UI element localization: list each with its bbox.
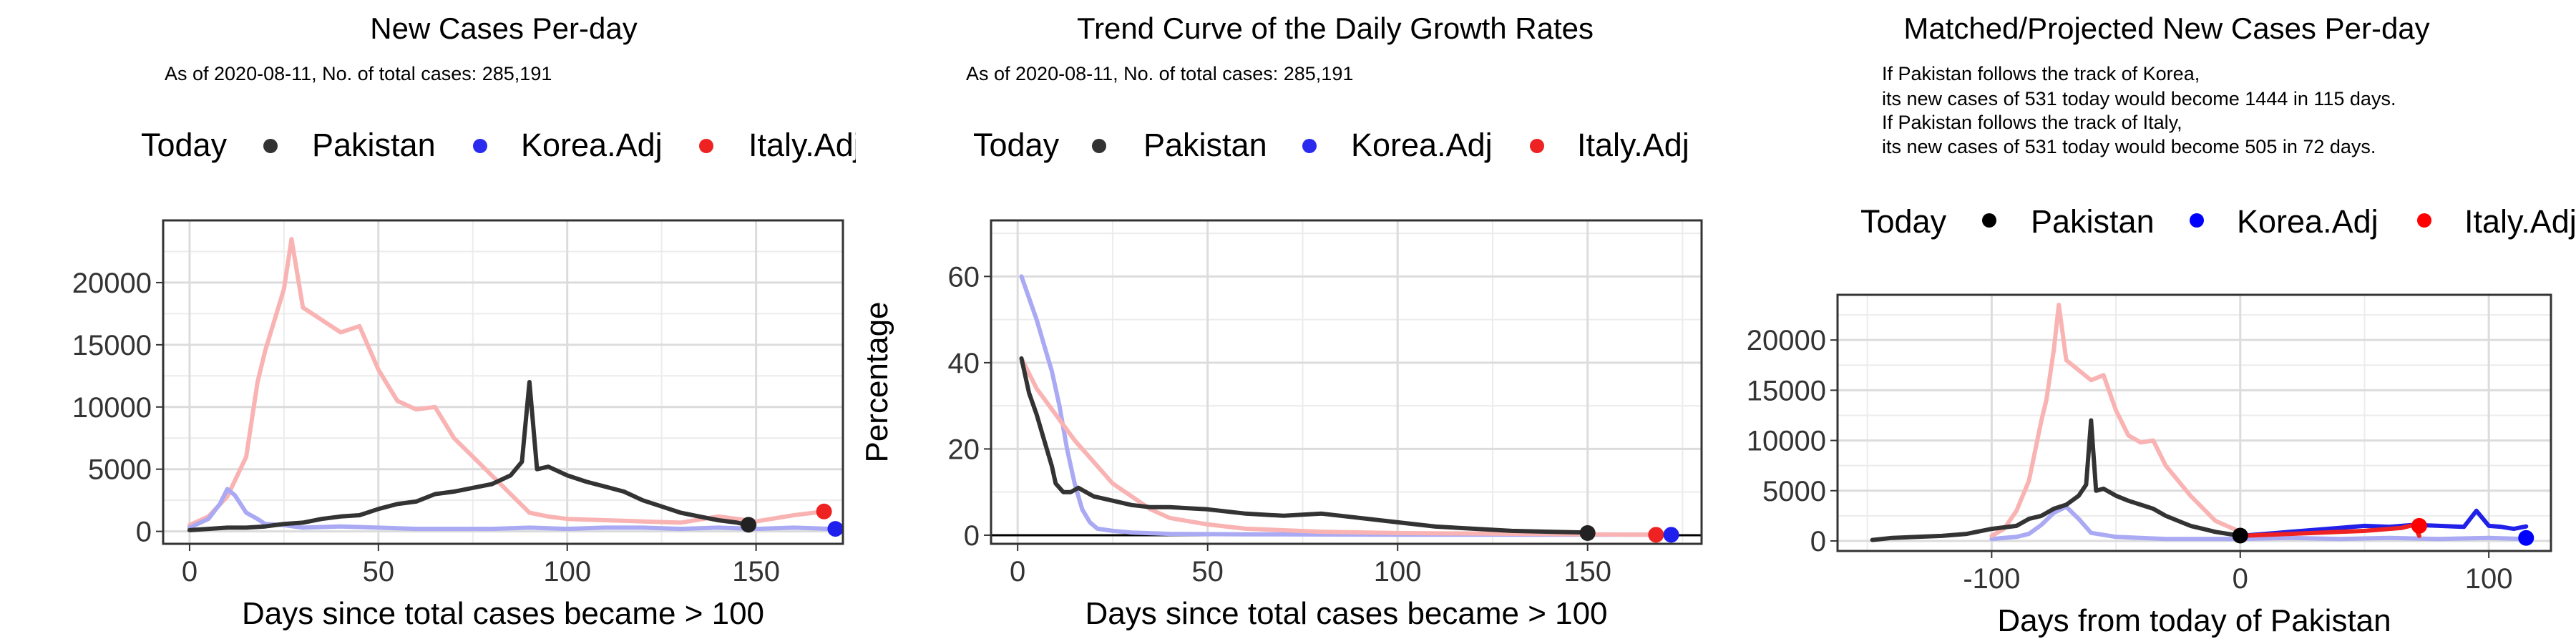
legend-label-korea: Korea.Adj	[1351, 127, 1493, 163]
x-tick-label: 0	[2233, 563, 2248, 595]
y-tick-label: 20	[948, 434, 980, 465]
x-tick-label: -100	[1963, 563, 2020, 595]
y-tick-label: 5000	[1762, 476, 1826, 507]
legend-label-pakistan: Pakistan	[1143, 127, 1267, 163]
panel3-plot: -100 0 100 0 5000 10000 15000 20000 Days from to…	[1747, 293, 2552, 638]
panel2-title: Trend Curve of the Daily Growth Rates	[1077, 11, 1594, 45]
legend-dot-korea	[473, 139, 487, 153]
plot-frame	[1836, 293, 2552, 552]
plot-background	[1838, 295, 2551, 551]
today-point-korea-adj	[827, 521, 844, 537]
y-tick-label: 20000	[1747, 325, 1826, 356]
panel2-legend: Today Pakistan Korea.Adj Italy.Adj	[973, 127, 1689, 163]
panel3-note-line-3: If Pakistan follows the track of Italy,	[1882, 112, 2182, 133]
y-tick-label: 5000	[88, 454, 152, 486]
plot-frame	[162, 219, 844, 545]
x-axis-label: Days since total cases became > 100	[242, 596, 764, 631]
series-line-pakistan	[1019, 356, 1590, 535]
panel3-note-line-2: its new cases of 531 today would become …	[1882, 88, 2396, 109]
legend-label-korea: Korea.Adj	[2237, 203, 2379, 240]
x-tick-label: 150	[732, 556, 780, 587]
series-line-korea-adj	[187, 487, 834, 532]
legend-clip-1	[856, 107, 859, 179]
legend-label-italy: Italy.Adj	[748, 127, 861, 163]
y-tick-label: 10000	[1747, 426, 1826, 457]
y-tick-label: 40	[948, 348, 980, 379]
x-tick-label: 150	[1563, 556, 1611, 587]
x-tick-label: 100	[2465, 563, 2513, 595]
x-tick-label: 100	[543, 556, 591, 587]
x-tick-label: 0	[1010, 556, 1025, 587]
plot-background	[991, 220, 1702, 544]
legend-dot-italy	[1530, 139, 1544, 153]
panel1-subtitle: As of 2020-08-11, No. of total cases: 28…	[165, 63, 552, 84]
series-line-italy-adj	[187, 237, 826, 527]
legend-label-italy: Italy.Adj	[1577, 127, 1689, 163]
series-line-pakistan	[187, 380, 751, 532]
panel1-title: New Cases Per-day	[370, 11, 637, 45]
legend-label-pakistan: Pakistan	[2031, 203, 2155, 240]
x-tick-label: 50	[1191, 556, 1224, 587]
legend-dot-italy	[2417, 213, 2431, 228]
series-line-korea-adj	[1019, 274, 1674, 537]
legend-dot-korea	[2190, 213, 2204, 228]
panel3-note-line-1: If Pakistan follows the track of Korea,	[1882, 63, 2200, 84]
panel3-note-line-4: its new cases of 531 today would become …	[1882, 136, 2376, 157]
y-tick-label: 15000	[72, 330, 152, 361]
legend-dot-pakistan	[1982, 213, 1996, 228]
panel-projected: Matched/Projected New Cases Per-day If P…	[1860, 11, 2576, 240]
today-point-pakistan	[1579, 525, 1596, 541]
panel1-legend: Today Pakistan Korea.Adj Italy.Adj	[141, 127, 861, 163]
legend-label-italy: Italy.Adj	[2464, 203, 2576, 240]
legend-dot-pakistan	[1092, 139, 1106, 153]
y-tick-label: 60	[948, 261, 980, 293]
series-line-italy-adj-projected	[2238, 522, 2421, 538]
x-axis-label: Days from today of Pakistan	[1997, 603, 2391, 638]
x-tick-label: 100	[1374, 556, 1422, 587]
today-point-italy-adj	[816, 503, 832, 519]
legend-label-korea: Korea.Adj	[521, 127, 663, 163]
panel-growth-rates: Trend Curve of the Daily Growth Rates As…	[966, 11, 1689, 163]
legend-label-pakistan: Pakistan	[312, 127, 436, 163]
x-tick-label: 0	[182, 556, 197, 587]
y-tick-label: 15000	[1747, 375, 1826, 406]
today-point-korea-adj	[2518, 530, 2534, 546]
series-line-pakistan	[1870, 418, 2243, 542]
y-tick-label: 10000	[72, 392, 152, 424]
x-tick-label: 50	[363, 556, 395, 587]
y-tick-label: 0	[1810, 526, 1826, 557]
today-point-italy-adj	[2411, 517, 2427, 534]
legend-dot-korea	[1302, 139, 1317, 153]
y-axis-label: Percentage	[859, 301, 894, 462]
legend-dot-pakistan	[263, 139, 278, 153]
today-point-korea-adj	[1663, 527, 1679, 543]
panel3-legend: Today Pakistan Korea.Adj Italy.Adj	[1860, 203, 2576, 240]
today-point-pakistan	[741, 517, 757, 533]
x-axis-label: Days since total cases became > 100	[1085, 596, 1607, 631]
today-point-pakistan	[2232, 527, 2248, 544]
y-tick-label: 0	[964, 520, 980, 552]
plot-background	[163, 220, 843, 544]
y-tick-label: 0	[136, 517, 152, 548]
series-line-korea-adj	[1989, 504, 2529, 542]
today-point-italy-adj	[1648, 527, 1664, 543]
y-tick-label: 20000	[72, 268, 152, 299]
legend-title: Today	[973, 127, 1060, 163]
legend-title: Today	[141, 127, 228, 163]
panel2-subtitle: As of 2020-08-11, No. of total cases: 28…	[966, 63, 1353, 84]
panel2-plot: 0 50 100 150 0 20 40 60 Days since total cases b…	[859, 219, 1703, 631]
legend-title: Today	[1860, 203, 1947, 240]
panel-new-cases: New Cases Per-day As of 2020-08-11, No. …	[141, 11, 861, 163]
panel3-title: Matched/Projected New Cases Per-day	[1903, 11, 2429, 45]
panel1-plot: 0 50 100 150 0 5000 10000 15000 20000 Days since …	[72, 219, 844, 631]
series-line-italy-adj	[1989, 303, 2243, 538]
legend-dot-italy	[699, 139, 713, 153]
plot-frame	[990, 219, 1703, 545]
